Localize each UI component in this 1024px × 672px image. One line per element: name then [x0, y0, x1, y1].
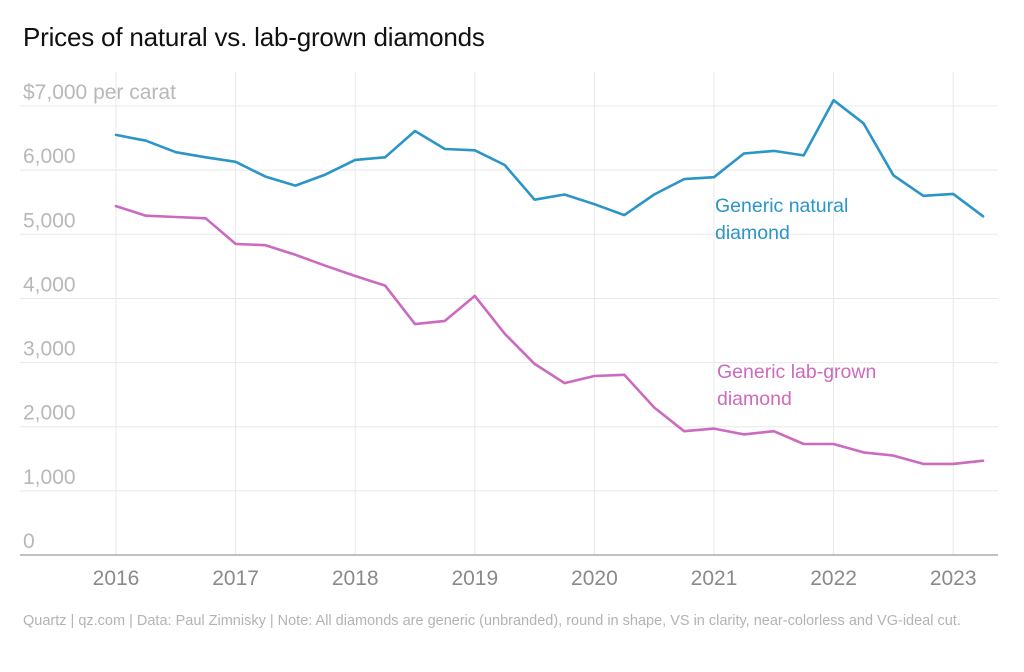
series-labels: Generic natural diamond Generic lab-grown d…	[715, 195, 876, 410]
y-tick-label: 3,000	[23, 338, 76, 361]
footnote: Quartz | qz.com | Data: Paul Zimnisky | …	[23, 613, 961, 629]
lab-grown-diamond-label: diamond	[717, 388, 792, 410]
y-tick-label: $7,000 per carat	[23, 81, 176, 104]
x-tick-label: 2016	[93, 567, 140, 590]
natural-diamond-label: Generic natural	[715, 195, 848, 217]
x-tick-label: 2019	[451, 567, 498, 590]
horizontal-gridlines	[20, 105, 998, 492]
x-tick-label: 2021	[691, 567, 738, 590]
y-axis-tick-labels: 0 1,000 2,000 3,000 4,000 5,000 6,000 $7,000 pe…	[23, 81, 176, 553]
series-lines	[114, 98, 985, 466]
x-tick-label: 2017	[212, 567, 259, 590]
y-tick-label: 5,000	[23, 209, 76, 232]
y-tick-label: 6,000	[23, 145, 76, 168]
natural-diamond-line	[114, 98, 985, 218]
lab-grown-diamond-line	[114, 204, 985, 466]
vertical-gridlines	[115, 72, 954, 555]
x-tick-label: 2022	[810, 567, 857, 590]
x-tick-label: 2020	[571, 567, 618, 590]
natural-diamond-label: diamond	[715, 222, 790, 244]
x-tick-label: 2018	[332, 567, 379, 590]
y-tick-label: 2,000	[23, 402, 76, 425]
y-tick-label: 4,000	[23, 273, 76, 296]
lab-grown-diamond-label: Generic lab-grown	[717, 361, 876, 383]
chart-title: Prices of natural vs. lab-grown diamonds	[23, 22, 485, 52]
x-tick-label: 2023	[930, 567, 977, 590]
y-tick-label: 1,000	[23, 466, 76, 489]
y-tick-label: 0	[23, 530, 35, 553]
x-axis-tick-labels: 2016 2017 2018 2019 2020 2021 2022 2023	[93, 567, 977, 590]
line-chart: 0 1,000 2,000 3,000 4,000 5,000 6,000 $7,000 pe…	[20, 72, 998, 590]
